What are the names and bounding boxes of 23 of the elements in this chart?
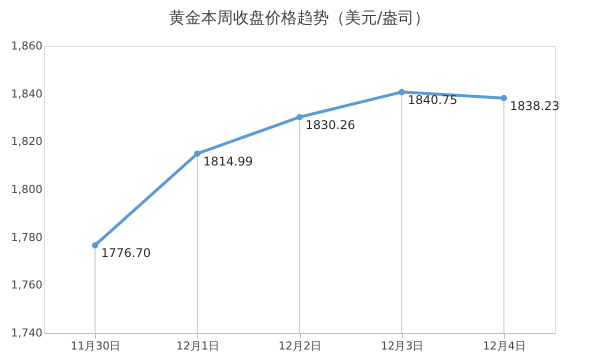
point [500,94,508,102]
x-tick-label: 12月4日 [482,340,526,352]
x-tick-label: 12月2日 [278,340,322,352]
point [92,242,98,248]
point [398,88,405,96]
x-tick-label: 12月1日 [176,340,220,352]
y-tick-label: 1,740 [11,326,42,340]
x-tick-label: 11月30日 [70,340,121,352]
data-label: 1838.23 [510,99,560,114]
data-label: 1814.99 [203,154,253,169]
data-label: 1840.75 [408,93,458,108]
y-tick-label: 1,760 [11,278,42,292]
chart-title: 黄金本周收盘价格趋势（美元/盎司） [168,8,430,27]
point [194,150,200,157]
y-tick-label: 1,840 [11,87,42,100]
y-tick-label: 1,820 [11,135,42,148]
y-tick-label: 1,860 [11,40,42,52]
x-tick-label: 12月3日 [380,340,424,352]
data-label: 1830.26 [306,118,356,132]
point [296,114,303,120]
y-tick-label: 1,780 [11,230,42,244]
y-tick-label: 1,800 [11,183,42,196]
data-label: 1776.70 [101,246,151,260]
